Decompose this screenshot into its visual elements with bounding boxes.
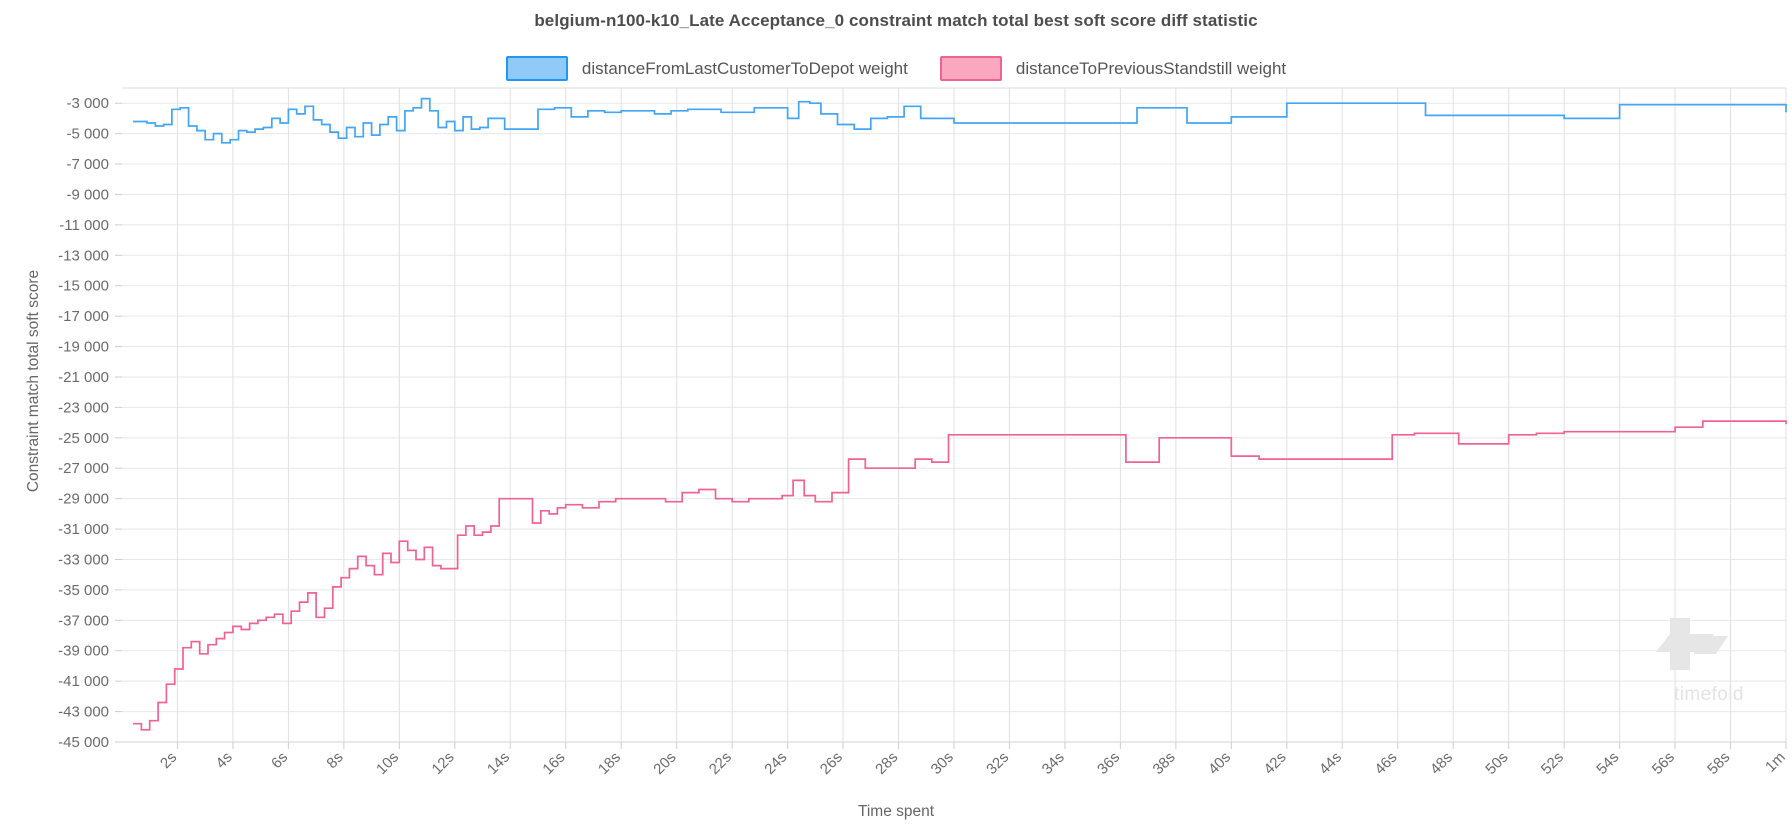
y-tick-label: -21 000 xyxy=(58,369,109,386)
x-tick-label: 36s xyxy=(1094,749,1123,778)
y-tick-label: -13 000 xyxy=(58,247,109,264)
x-tick-label: 52s xyxy=(1538,749,1567,778)
x-tick-label: 2s xyxy=(157,749,180,772)
y-tick-label: -35 000 xyxy=(58,582,109,599)
x-tick-label: 16s xyxy=(539,749,568,778)
y-tick-label: -15 000 xyxy=(58,278,109,295)
x-tick-label: 6s xyxy=(268,749,291,772)
y-tick-label: -25 000 xyxy=(58,430,109,447)
y-tick-label: -3 000 xyxy=(66,95,109,112)
x-tick-label: 8s xyxy=(323,749,346,772)
x-tick-label: 50s xyxy=(1482,749,1511,778)
y-tick-label: -33 000 xyxy=(58,551,109,568)
y-tick-label: -23 000 xyxy=(58,399,109,416)
y-tick-label: -41 000 xyxy=(58,673,109,690)
legend-item-distanceFromLastCustomerToDepot[interactable]: distanceFromLastCustomerToDepot weight xyxy=(505,56,908,81)
series-line-1 xyxy=(133,420,1787,731)
y-tick-label: -9 000 xyxy=(66,186,109,203)
legend-label-0: distanceFromLastCustomerToDepot weight xyxy=(581,58,908,78)
x-tick-label: 10s xyxy=(373,749,402,778)
legend-swatch-blue xyxy=(505,56,568,81)
series-line-0 xyxy=(133,97,1787,144)
x-tick-label: 12s xyxy=(429,749,458,778)
y-tick-label: -37 000 xyxy=(58,612,109,629)
x-tick-label: 34s xyxy=(1039,749,1068,778)
x-tick-label: 14s xyxy=(484,749,513,778)
y-tick-label: -29 000 xyxy=(58,491,109,508)
y-tick-label: -7 000 xyxy=(66,156,109,173)
x-tick-label: 26s xyxy=(817,749,846,778)
chart-legend: distanceFromLastCustomerToDepot weight d… xyxy=(0,56,1792,81)
x-tick-label: 30s xyxy=(928,749,957,778)
x-axis-title: Time spent xyxy=(857,803,935,820)
x-tick-label: 46s xyxy=(1371,749,1400,778)
chart-title: belgium-n100-k10_Late Acceptance_0 const… xyxy=(534,11,1258,30)
x-tick-label: 44s xyxy=(1316,749,1345,778)
legend-swatch-pink xyxy=(939,56,1002,81)
y-tick-label: -19 000 xyxy=(58,339,109,356)
x-tick-label: 38s xyxy=(1150,749,1179,778)
x-tick-label: 24s xyxy=(761,749,790,778)
legend-item-distanceToPreviousStandstill[interactable]: distanceToPreviousStandstill weight xyxy=(939,56,1287,81)
x-tick-label: 48s xyxy=(1427,749,1456,778)
x-tick-label: 32s xyxy=(983,749,1012,778)
x-tick-label: 4s xyxy=(213,749,236,772)
y-tick-label: -11 000 xyxy=(59,217,109,234)
x-tick-label: 28s xyxy=(872,749,901,778)
y-tick-label: -17 000 xyxy=(58,308,109,325)
x-tick-label: 40s xyxy=(1205,749,1234,778)
x-tick-label: 22s xyxy=(706,749,735,778)
y-tick-label: -5 000 xyxy=(66,126,109,143)
x-tick-label: 1m xyxy=(1762,749,1789,776)
x-tick-label: 54s xyxy=(1593,749,1622,778)
x-tick-label: 58s xyxy=(1704,749,1733,778)
legend-label-1: distanceToPreviousStandstill weight xyxy=(1015,58,1287,78)
x-tick-label: 42s xyxy=(1261,749,1290,778)
y-tick-label: -27 000 xyxy=(58,460,109,477)
y-axis-title: Constraint match total soft score xyxy=(25,269,42,493)
x-tick-label: 20s xyxy=(650,749,679,778)
y-tick-label: -43 000 xyxy=(58,704,109,721)
x-tick-label: 18s xyxy=(595,749,624,778)
x-tick-label: 56s xyxy=(1649,749,1678,778)
y-tick-label: -31 000 xyxy=(58,521,109,538)
y-tick-label: -39 000 xyxy=(58,643,109,660)
y-tick-label: -45 000 xyxy=(58,734,109,751)
